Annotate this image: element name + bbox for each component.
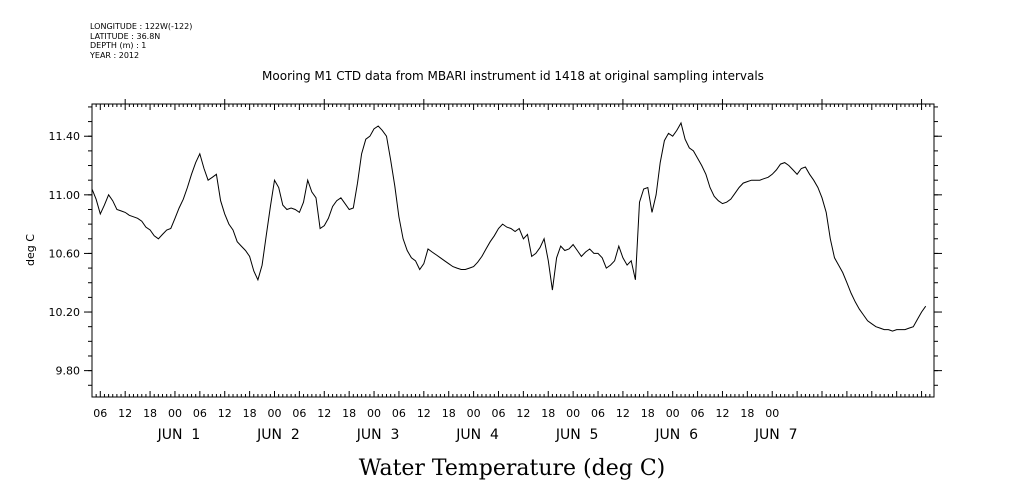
x-hour-tick-label: 00 bbox=[168, 407, 182, 420]
x-hour-tick-label: 18 bbox=[740, 407, 754, 420]
x-day-label: JUN 6 bbox=[654, 427, 698, 443]
x-hour-tick-label: 12 bbox=[218, 407, 232, 420]
x-hour-tick-label: 06 bbox=[292, 407, 306, 420]
x-hour-tick-label: 18 bbox=[641, 407, 655, 420]
x-hour-tick-label: 12 bbox=[317, 407, 331, 420]
x-day-label: JUN 3 bbox=[356, 427, 400, 443]
x-axis: 06 12 18 00 06 12 18 00 06 12 18 00 06 12 18 00 06 12 18 00… bbox=[91, 99, 935, 443]
x-hour-tick-label: 00 bbox=[666, 407, 680, 420]
x-hour-tick-label: 12 bbox=[516, 407, 530, 420]
x-hour-tick-label: 06 bbox=[193, 407, 207, 420]
x-hour-tick-label: 00 bbox=[367, 407, 381, 420]
x-hour-tick-label: 12 bbox=[616, 407, 630, 420]
plot-frame bbox=[91, 103, 935, 398]
y-tick-label: 10.20 bbox=[49, 306, 81, 319]
x-hour-tick-label: 06 bbox=[392, 407, 406, 420]
x-day-label: JUN 5 bbox=[555, 427, 599, 443]
y-tick-label: 11.00 bbox=[49, 189, 81, 202]
x-hour-tick-label: 18 bbox=[243, 407, 257, 420]
x-hour-tick-label: 18 bbox=[342, 407, 356, 420]
x-hour-tick-label: 12 bbox=[118, 407, 132, 420]
x-hour-tick-label: 06 bbox=[691, 407, 705, 420]
x-hour-tick-label: 18 bbox=[442, 407, 456, 420]
x-day-label: JUN 2 bbox=[256, 427, 300, 443]
series-line bbox=[91, 121, 927, 332]
x-hour-tick-label: 00 bbox=[765, 407, 779, 420]
chart-title: Mooring M1 CTD data from MBARI instrumen… bbox=[262, 69, 764, 83]
longitude-text: LONGITUDE : 122W(-122) bbox=[90, 22, 193, 31]
x-day-label: JUN 7 bbox=[754, 427, 798, 443]
x-hour-tick-label: 18 bbox=[143, 407, 157, 420]
x-hour-tick-label: 18 bbox=[541, 407, 555, 420]
x-hour-tick-label: 00 bbox=[467, 407, 481, 420]
x-hour-tick-label: 06 bbox=[491, 407, 505, 420]
latitude-text: LATITUDE : 36.8N bbox=[90, 31, 161, 41]
header-metadata: LONGITUDE : 122W(-122) LATITUDE : 36.8N … bbox=[90, 22, 192, 60]
x-day-label: JUN 1 bbox=[157, 427, 201, 443]
x-hour-tick-label: 00 bbox=[566, 407, 580, 420]
x-hour-tick-label: 06 bbox=[591, 407, 605, 420]
x-axis-label: Water Temperature (deg C) bbox=[359, 456, 666, 481]
y-tick-label: 9.80 bbox=[56, 365, 81, 378]
y-tick-label: 10.60 bbox=[49, 247, 81, 260]
x-day-label: JUN 4 bbox=[455, 427, 499, 443]
year-text: YEAR : 2012 bbox=[90, 50, 140, 60]
x-hour-tick-label: 00 bbox=[268, 407, 282, 420]
x-hour-tick-label: 06 bbox=[93, 407, 107, 420]
y-tick-label: 11.40 bbox=[49, 130, 81, 143]
y-axis: 9.80 10.20 10.60 11.00 11.40 bbox=[49, 106, 942, 386]
y-axis-label: deg C bbox=[24, 234, 37, 266]
x-hour-tick-label: 12 bbox=[417, 407, 431, 420]
depth-text: DEPTH (m) : 1 bbox=[90, 41, 147, 50]
x-hour-tick-label: 12 bbox=[715, 407, 729, 420]
